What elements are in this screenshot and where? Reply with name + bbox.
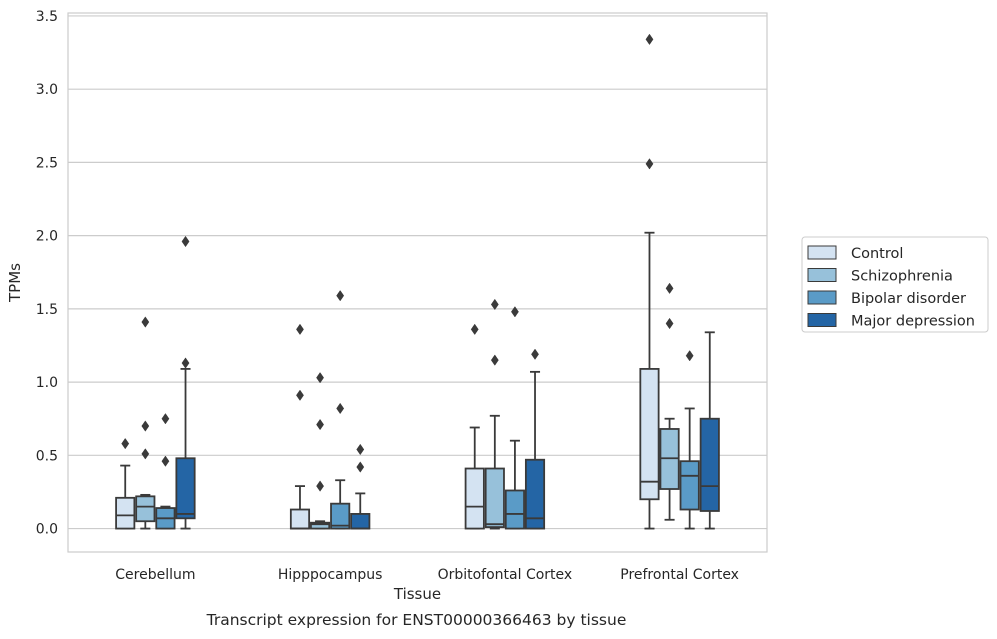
y-tick-label: 0.5	[36, 448, 58, 464]
outlier-point	[161, 413, 170, 425]
outlier-point	[316, 372, 324, 384]
box-body	[289, 508, 311, 530]
legend: Control Schizophrenia Bipolar disorder Majo…	[801, 236, 989, 333]
chart-caption: Transcript expression for ENST0000036646…	[206, 611, 627, 629]
box-body	[639, 368, 660, 501]
legend-swatch	[807, 290, 837, 305]
box-body	[350, 513, 371, 530]
box-body	[330, 502, 351, 530]
box-bipolar-disorder	[679, 350, 700, 530]
box-major-depression	[175, 235, 196, 530]
box-schizophrenia	[135, 316, 156, 530]
legend-label: Bipolar disorder	[851, 291, 966, 307]
y-tick-label: 3.0	[36, 82, 58, 98]
legend-frame	[801, 236, 989, 333]
outlier-point	[336, 402, 345, 415]
legend-label: Control	[851, 246, 903, 262]
legend-items: Control Schizophrenia Bipolar disorder Majo…	[807, 245, 975, 330]
box-major-depression	[524, 348, 546, 530]
x-axis-ticks: Cerebellum Hipppocampus Orbitofontal Corte…	[115, 567, 739, 583]
box-body	[524, 458, 546, 530]
legend-label: Schizophrenia	[851, 269, 953, 285]
legend-swatch	[807, 245, 837, 260]
box-body	[115, 496, 136, 530]
y-tick-label: 1.5	[36, 302, 58, 318]
outlier-point	[511, 306, 519, 318]
outlier-point	[336, 290, 345, 302]
box-body	[464, 467, 485, 530]
y-axis-ticks: 0.0 0.5 1.0 1.5 2.0 2.5 3.0 3.5	[36, 9, 58, 538]
box-control	[115, 437, 136, 530]
outlier-point	[141, 448, 150, 460]
outlier-point	[665, 317, 674, 330]
outlier-point	[316, 480, 324, 492]
outlier-point	[645, 158, 654, 170]
x-tick-label: Cerebellum	[115, 567, 195, 583]
outlier-point	[141, 316, 150, 328]
outlier-point	[316, 418, 324, 431]
boxes	[115, 33, 720, 530]
box-body	[310, 521, 331, 530]
box-body	[699, 417, 720, 512]
outlier-point	[296, 389, 304, 401]
outlier-point	[356, 443, 365, 456]
box-schizophrenia	[659, 282, 680, 521]
outlier-point	[531, 348, 539, 360]
outlier-point	[121, 437, 130, 450]
box-body	[484, 467, 505, 529]
y-tick-label: 2.0	[36, 229, 58, 245]
x-tick-label: Orbitofontal Cortex	[438, 567, 573, 583]
outlier-point	[141, 420, 150, 432]
outlier-point	[470, 323, 479, 336]
box-control	[464, 323, 485, 530]
y-axis-label: TPMs	[6, 263, 24, 303]
box-bipolar-disorder	[504, 306, 525, 530]
legend-swatch	[807, 268, 837, 282]
outlier-point	[490, 298, 499, 311]
box-control	[289, 323, 311, 530]
y-tick-label: 1.0	[36, 375, 58, 391]
y-tick-label: 0.0	[36, 522, 58, 538]
x-axis-label: Tissue	[393, 585, 441, 603]
outlier-point	[490, 354, 499, 366]
box-body	[135, 495, 156, 523]
box-major-depression	[350, 443, 371, 530]
outlier-point	[181, 357, 190, 369]
y-tick-label: 3.5	[36, 9, 58, 25]
plot-area-frame	[67, 12, 768, 553]
box-schizophrenia	[310, 372, 331, 530]
box-bipolar-disorder	[155, 413, 176, 530]
gridlines	[68, 15, 767, 530]
box-control	[639, 33, 660, 530]
box-major-depression	[699, 331, 720, 530]
y-tick-label: 2.5	[36, 155, 58, 171]
x-tick-label: Prefrontal Cortex	[620, 567, 739, 583]
box-bipolar-disorder	[330, 290, 351, 530]
outlier-point	[665, 282, 674, 294]
outlier-point	[161, 455, 170, 467]
legend-swatch	[807, 313, 837, 327]
outlier-point	[181, 235, 190, 248]
x-tick-label: Hipppocampus	[278, 567, 383, 583]
outlier-point	[645, 33, 654, 46]
box-body	[175, 457, 196, 520]
legend-label: Major depression	[851, 314, 975, 330]
outlier-point	[685, 350, 694, 362]
box-body	[504, 489, 525, 530]
outlier-point	[296, 323, 304, 336]
outlier-point	[356, 461, 365, 473]
box-body	[679, 460, 700, 511]
box-schizophrenia	[484, 298, 505, 530]
